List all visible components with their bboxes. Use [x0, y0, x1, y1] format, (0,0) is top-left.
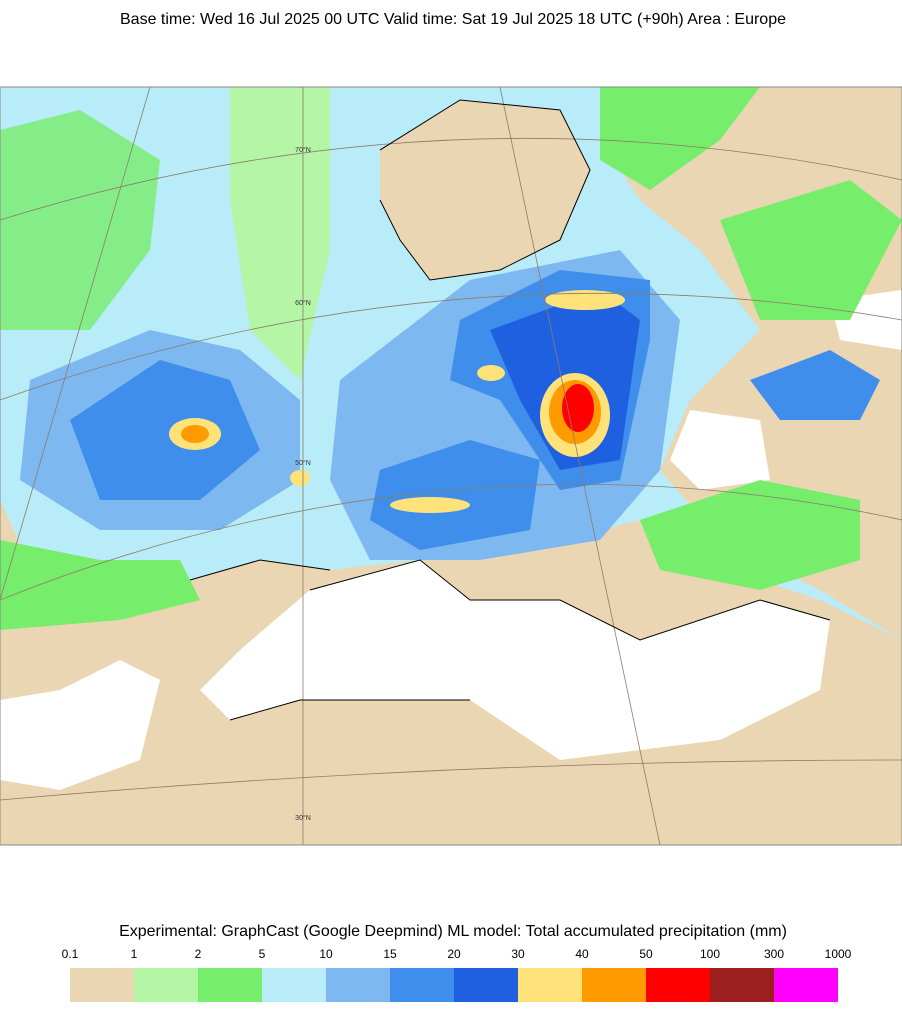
colorbar: 0.1 1 2 5 10 15 20 30 40 50 100 300 1000	[62, 947, 852, 1002]
latitude-label: 60°N	[295, 299, 311, 307]
latitude-label: 30°N	[295, 814, 311, 822]
colorbar-swatch	[70, 968, 134, 1002]
colorbar-swatch	[582, 968, 646, 1002]
colorbar-label: 30	[511, 947, 525, 961]
colorbar-swatch	[646, 968, 710, 1002]
colorbar-label: 2	[195, 947, 202, 961]
colorbar-label: 1000	[825, 947, 852, 961]
colorbar-swatch	[134, 968, 198, 1002]
colorbar-swatch	[262, 968, 326, 1002]
header-title: Base time: Wed 16 Jul 2025 00 UTC Valid …	[120, 11, 786, 28]
colorbar-label: 0.1	[62, 947, 79, 961]
colorbar-label: 300	[764, 947, 784, 961]
colorbar-label: 50	[639, 947, 653, 961]
colorbar-label: 1	[131, 947, 138, 961]
latitude-label: 50°N	[295, 459, 311, 467]
colorbar-swatch	[454, 968, 518, 1002]
colorbar-label: 5	[259, 947, 266, 961]
footer-title: Experimental: GraphCast (Google Deepmind…	[119, 923, 787, 940]
colorbar-label: 40	[575, 947, 589, 961]
colorbar-label: 100	[700, 947, 720, 961]
colorbar-label: 15	[383, 947, 397, 961]
colorbar-swatch	[390, 968, 454, 1002]
colorbar-swatch	[518, 968, 582, 1002]
colorbar-label: 10	[319, 947, 333, 961]
colorbar-swatch	[774, 968, 838, 1002]
colorbar-swatch	[198, 968, 262, 1002]
colorbar-label: 20	[447, 947, 461, 961]
map: 70°N 60°N 50°N 30°N	[0, 86, 902, 846]
colorbar-swatch	[710, 968, 774, 1002]
colorbar-swatch	[326, 968, 390, 1002]
latitude-label: 70°N	[295, 146, 311, 154]
